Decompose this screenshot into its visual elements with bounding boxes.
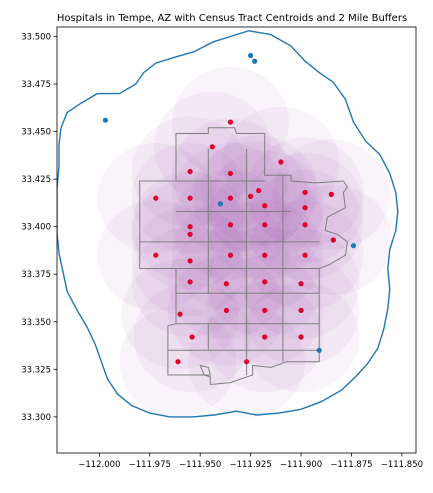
centroid-point <box>227 170 234 177</box>
centroid-point <box>278 159 284 165</box>
centroid-point <box>262 222 268 228</box>
centroid-point <box>262 279 268 285</box>
centroid-point <box>256 187 262 194</box>
y-tick-label: 33.425 <box>21 175 51 185</box>
centroid-point <box>187 224 193 230</box>
buffer-outline <box>57 30 399 418</box>
centroid-point <box>262 203 268 209</box>
centroid-point <box>187 279 193 285</box>
centroid-point <box>153 195 159 201</box>
plot-frame <box>56 26 417 454</box>
centroid-point <box>187 168 193 175</box>
centroid-point <box>262 307 268 313</box>
centroid-point <box>298 281 304 287</box>
x-tick-label: −111.975 <box>129 460 171 470</box>
hospital-layer <box>102 52 357 353</box>
x-tick-label: −111.900 <box>280 460 322 470</box>
centroid-point <box>328 191 334 197</box>
centroid-point <box>298 307 304 313</box>
centroid-point <box>262 334 268 340</box>
y-tick-label: 33.475 <box>21 80 51 90</box>
hospital-point <box>248 52 254 59</box>
centroid-point <box>153 252 159 258</box>
y-axis: 33.300 33.325 33.350 33.375 33.400 33.425 33.4… <box>21 33 57 423</box>
centroid-point <box>187 231 193 237</box>
tract-boundary <box>139 127 349 386</box>
centroid-point <box>248 193 254 199</box>
centroid-point <box>330 237 336 243</box>
centroid-point <box>243 359 250 365</box>
hospital-point <box>102 117 109 123</box>
centroid-point <box>187 258 193 264</box>
centroid-point <box>227 252 234 258</box>
hospital-point <box>316 347 322 353</box>
centroid-point <box>175 359 181 365</box>
x-axis: −112.000 −111.975 −111.950 −111.925 −111.900… <box>78 453 423 470</box>
chart-title: Hospitals in Tempe, AZ with Census Tract… <box>57 13 407 24</box>
y-tick-label: 33.450 <box>21 128 51 138</box>
centroid-layer <box>153 119 336 365</box>
y-tick-label: 33.400 <box>21 223 51 233</box>
y-tick-label: 33.375 <box>21 270 51 280</box>
centroid-point <box>302 222 308 228</box>
x-tick-label: −111.850 <box>381 460 423 470</box>
centroid-point <box>302 252 308 258</box>
y-tick-label: 33.325 <box>21 365 51 375</box>
centroid-point <box>189 334 195 340</box>
centroid-point <box>302 205 308 211</box>
centroid-point <box>223 281 230 287</box>
centroid-point <box>187 195 193 201</box>
y-tick-label: 33.350 <box>21 318 51 328</box>
centroid-point <box>227 222 234 228</box>
centroid-point <box>177 311 183 317</box>
buffer-layer <box>97 66 392 417</box>
tracts-layer <box>139 127 349 386</box>
x-tick-label: −111.875 <box>330 460 372 470</box>
hospital-point <box>252 58 258 64</box>
centroid-point <box>209 144 215 150</box>
y-tick-label: 33.500 <box>21 33 51 43</box>
x-tick-label: −111.950 <box>179 460 221 470</box>
centroid-point <box>223 307 230 313</box>
centroid-point <box>262 252 268 258</box>
centroid-point <box>302 189 308 196</box>
centroid-point <box>298 334 304 340</box>
x-tick-label: −112.000 <box>78 460 120 470</box>
hospital-point <box>350 243 357 249</box>
centroid-point <box>227 119 234 125</box>
plot-area <box>57 27 416 453</box>
hospital-point <box>217 201 223 207</box>
outline-layer <box>57 30 399 418</box>
centroid-point <box>227 195 234 201</box>
x-tick-label: −111.925 <box>229 460 271 470</box>
y-tick-label: 33.300 <box>21 413 51 423</box>
